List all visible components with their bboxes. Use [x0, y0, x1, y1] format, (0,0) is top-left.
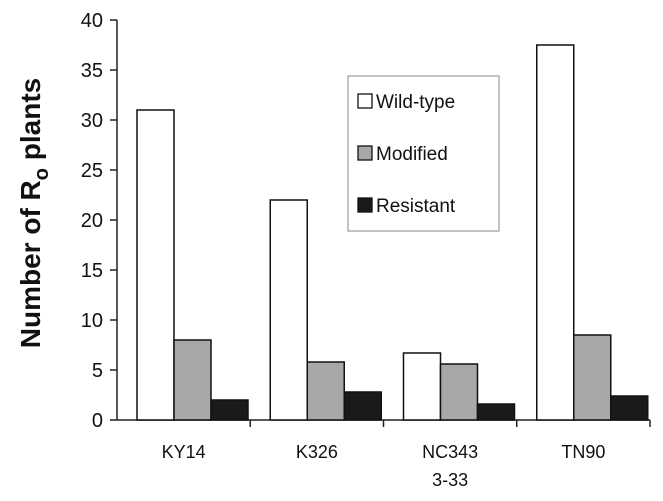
bar-resistant-tn90 [610, 395, 649, 421]
x-tick-labels: KY14 K326 NC343 3-33 TN90 [162, 420, 651, 490]
y-tick-label: 20 [81, 210, 103, 232]
svg-text:Number of Ro plants: Number of Ro plants [15, 78, 53, 348]
bar-wild-type-k326 [269, 199, 308, 421]
y-axis-label-main: Number of R [15, 180, 46, 348]
y-tick-label: 5 [92, 360, 103, 382]
y-tick-label: 25 [81, 160, 103, 182]
bar-modified-ky14 [173, 339, 212, 421]
legend-box [347, 75, 500, 232]
bar-wild-type-tn90 [536, 44, 575, 421]
legend-swatch [357, 197, 373, 213]
x-tick-label-line2: 3-33 [432, 470, 468, 490]
bar-resistant-k326 [343, 391, 382, 421]
bar-modified-tn90 [573, 334, 612, 421]
x-tick-label: NC343 [422, 442, 478, 462]
y-tick-label: 0 [92, 410, 103, 432]
x-tick-label: TN90 [561, 442, 605, 462]
y-axis-label: Number of Ro plants [15, 78, 53, 348]
y-tick-label: 30 [81, 110, 103, 132]
y-tick-label: 15 [81, 260, 103, 282]
y-axis-label-subscript: o [31, 168, 53, 180]
x-tick-label: K326 [296, 442, 338, 462]
legend-swatch [357, 145, 373, 161]
legend: Wild-type Modified Resistant [347, 75, 500, 232]
bars [136, 44, 649, 421]
y-ticks: 0 5 10 15 20 25 30 35 40 [81, 10, 117, 432]
y-tick-label: 35 [81, 60, 103, 82]
legend-label: Wild-type [376, 92, 455, 113]
y-tick-label: 40 [81, 10, 103, 32]
bar-resistant-nc343 [476, 403, 516, 421]
x-tick-label: KY14 [162, 442, 206, 462]
bar-wild-type-nc343 [402, 352, 442, 421]
bar-modified-k326 [306, 361, 345, 421]
y-tick-label: 10 [81, 310, 103, 332]
legend-label: Resistant [376, 196, 456, 217]
legend-swatch [357, 93, 373, 109]
bar-resistant-ky14 [210, 399, 249, 421]
bar-modified-nc343 [439, 363, 479, 421]
legend-label: Modified [376, 144, 448, 165]
bar-wild-type-ky14 [136, 109, 175, 421]
y-axis-label-suffix: plants [15, 78, 46, 168]
